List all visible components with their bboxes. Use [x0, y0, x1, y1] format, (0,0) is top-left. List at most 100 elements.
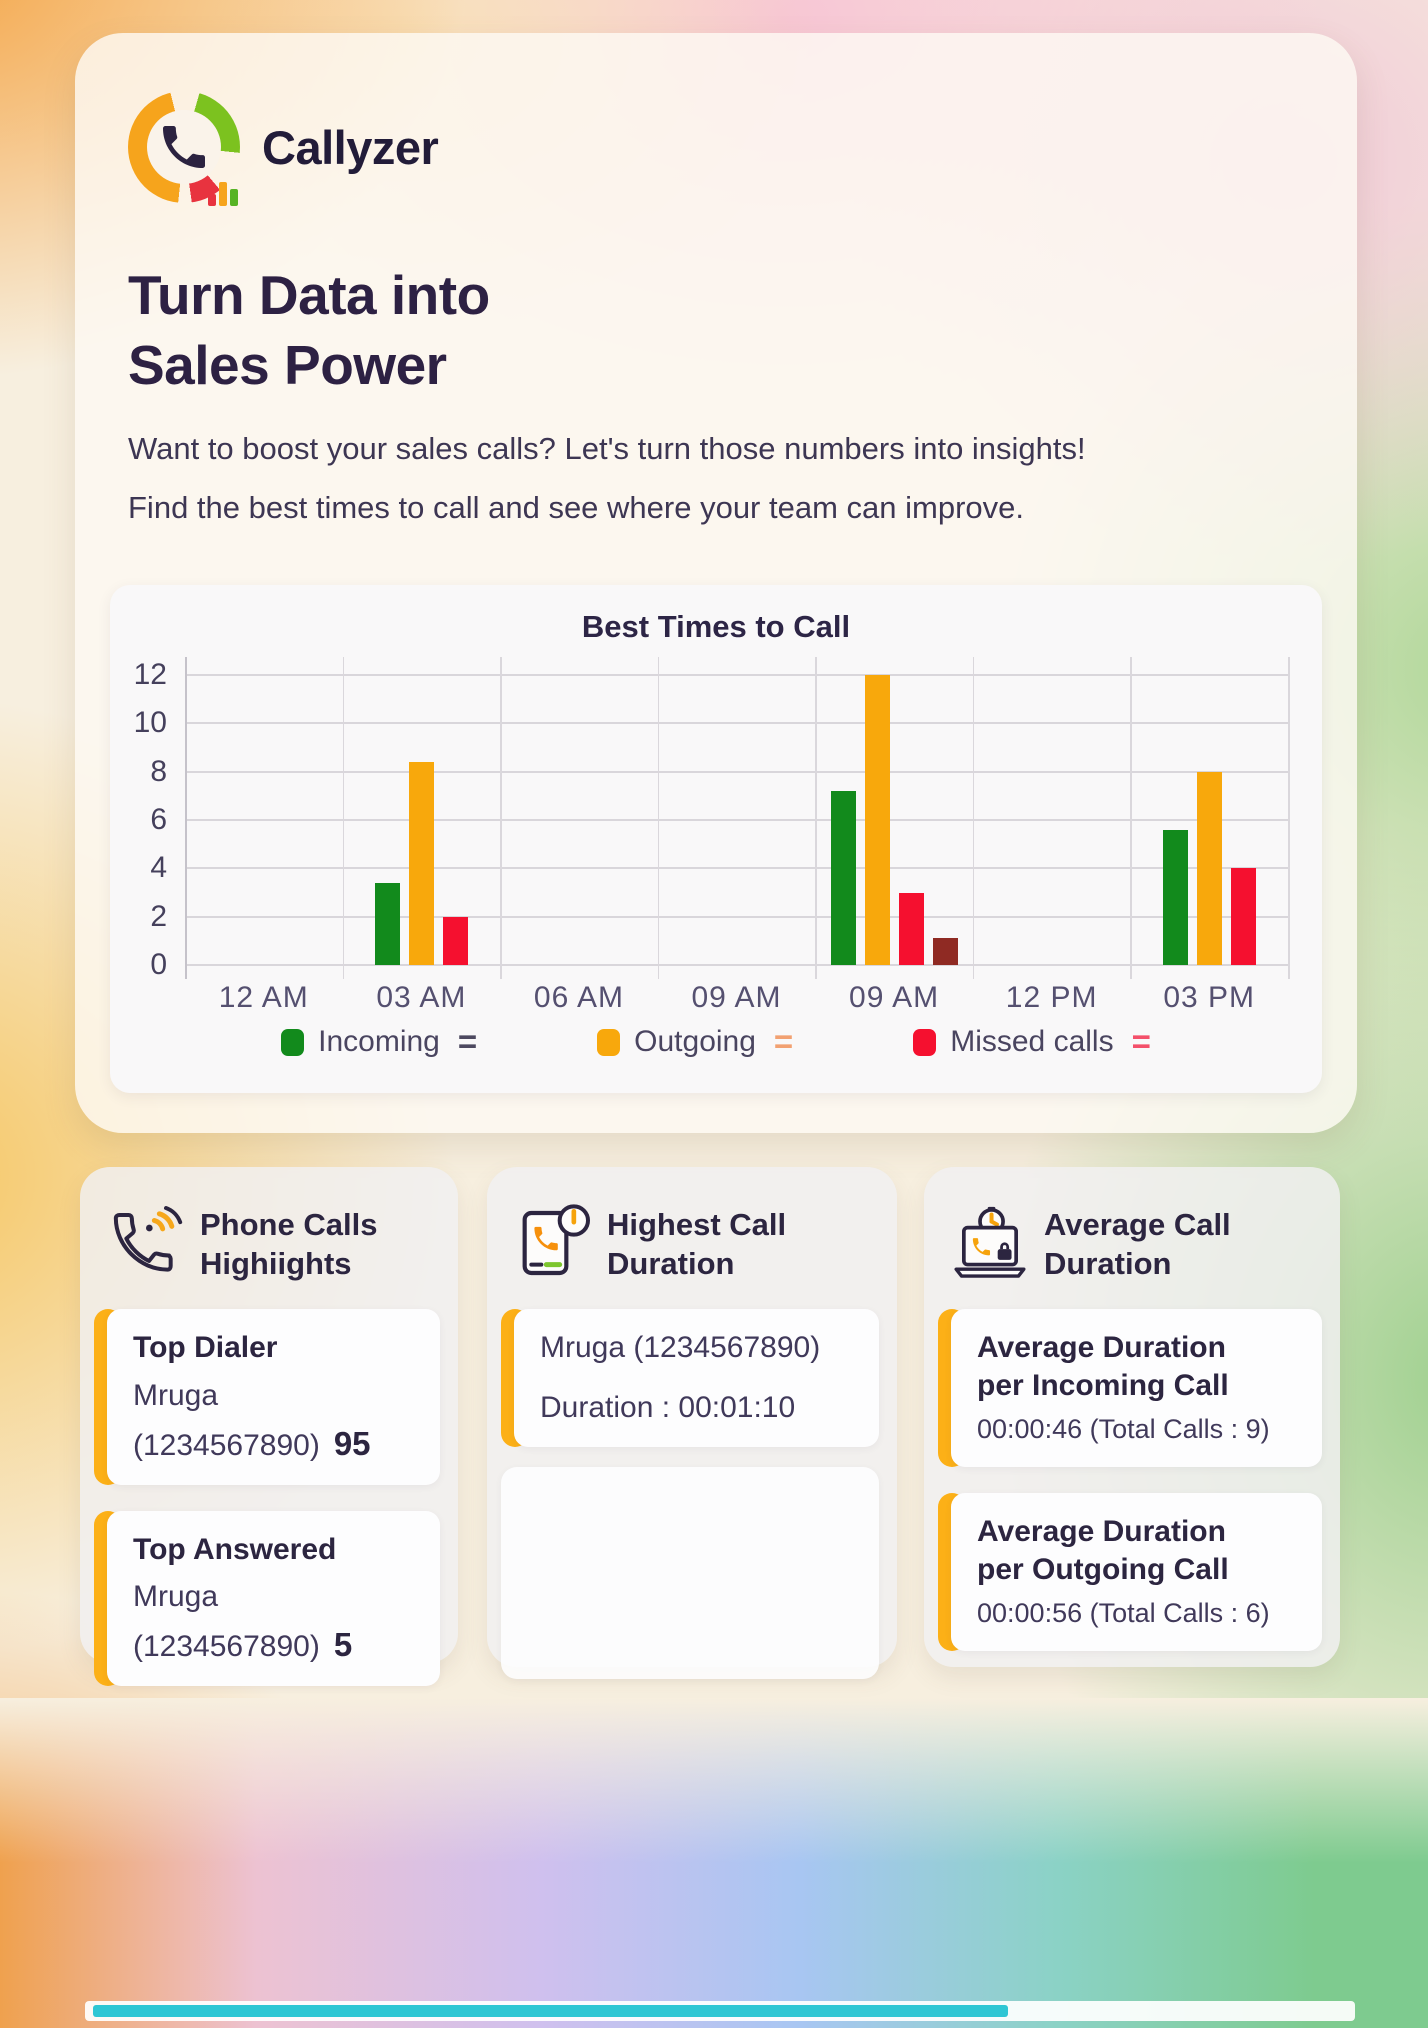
y-tick-label: 10: [133, 706, 167, 740]
phone-handset-icon: [163, 126, 205, 168]
logo-wordmark: Callyzer: [262, 120, 439, 174]
x-tick-label: 03 AM: [376, 981, 467, 1014]
bar-missed-calls: [442, 916, 468, 965]
logo-ring-icon: [128, 91, 240, 203]
legend-swatch-icon: [281, 1028, 305, 1056]
gridline-vertical: [185, 657, 187, 979]
gridline-vertical: [500, 657, 502, 979]
stat-duration: Duration : 00:01:10: [540, 1391, 796, 1425]
legend-label: Outgoing: [634, 1025, 756, 1058]
gridline-vertical: [972, 657, 975, 979]
stat-top-answered: Top Answered Mruga (1234567890) 5: [94, 1510, 440, 1687]
card-header: Average Call Duration: [924, 1167, 1340, 1283]
bottom-progress-strip: [85, 2001, 1355, 2021]
y-tick-label: 8: [150, 754, 167, 788]
bar-group: [658, 675, 816, 965]
best-times-chart-card: Best Times to Call 0 2 4 6 8 10 12 12 AM 03 AM 06…: [110, 585, 1322, 1093]
bar-outgoing: [408, 762, 434, 965]
card-title: Phone Calls Highiights: [200, 1207, 378, 1282]
x-tick-label: 12 PM: [1005, 981, 1098, 1014]
bar-group: [343, 675, 501, 965]
bar-group: [185, 675, 343, 965]
background-gradient-band: [0, 1698, 1428, 2028]
gridline-vertical: [815, 657, 817, 979]
logo-mini-bars-icon: [208, 182, 238, 206]
gridline-horizontal: [185, 770, 1288, 773]
card-title: Highest Call Duration: [607, 1207, 787, 1282]
chart-legend: Incoming = Outgoing = Missed calls =: [110, 1023, 1322, 1061]
callyzer-logo-icon: [128, 91, 240, 206]
y-tick-label: 12: [133, 658, 167, 691]
y-tick-label: 0: [150, 948, 167, 981]
stat-highest-duration: Mruga (1234567890) Duration : 00:01:10: [501, 1309, 879, 1448]
chart-title: Best Times to Call: [581, 609, 851, 644]
bar-missed-calls: [1230, 868, 1256, 965]
gridline-horizontal: [185, 674, 1288, 676]
card-header: Highest Call Duration: [487, 1167, 897, 1283]
logo: Callyzer: [128, 91, 439, 206]
stat-top-dialer: Top Dialer Mruga (1234567890) 95: [94, 1309, 440, 1485]
equals-icon: =: [773, 1023, 794, 1060]
stat-name: Mruga: [133, 1580, 219, 1614]
stat-value-line: 00:00:46 (Total Calls : 9): [977, 1414, 1270, 1445]
gridline-horizontal: [185, 964, 1288, 966]
intro-line-2: Find the best times to call and see wher…: [128, 490, 1024, 525]
legend-label: Missed calls: [950, 1025, 1114, 1058]
stat-phone-number: (1234567890): [133, 1630, 320, 1664]
intro-line-1: Want to boost your sales calls? Let's tu…: [128, 431, 1086, 466]
legend-item: Incoming =: [281, 1023, 477, 1061]
laptop-stopwatch-icon: [954, 1206, 1026, 1278]
bar-group: [973, 675, 1131, 965]
gridline-horizontal: [185, 819, 1288, 821]
stat-number-row: (1234567890) 95: [133, 1425, 420, 1463]
equals-icon: =: [1131, 1023, 1151, 1060]
bar-group: [815, 675, 973, 965]
stat-value: 95: [333, 1424, 371, 1462]
stat-caller: Mruga (1234567890): [540, 1331, 821, 1365]
bar-group: [1130, 675, 1288, 965]
stat-title: Average Duration per Incoming Call: [977, 1331, 1229, 1402]
empty-placeholder-card: [501, 1467, 879, 1680]
bar-incoming: [830, 791, 856, 965]
bar-group: [500, 675, 658, 965]
bar-incoming: [1162, 829, 1188, 965]
y-tick-label: 6: [150, 803, 167, 836]
y-tick-label: 2: [150, 899, 167, 933]
gridline-vertical: [1130, 657, 1132, 979]
legend-item: Missed calls =: [913, 1023, 1151, 1061]
gridline-vertical: [1288, 657, 1290, 979]
bar-outgoing: [864, 675, 890, 965]
stat-title: Top Dialer: [133, 1331, 278, 1365]
equals-icon: =: [457, 1023, 478, 1060]
stat-name: Mruga: [133, 1378, 219, 1412]
stat-avg-incoming: Average Duration per Incoming Call 00:00…: [938, 1309, 1322, 1468]
stat-avg-outgoing: Average Duration per Outgoing Call 00:00…: [938, 1493, 1322, 1652]
stat-value: 5: [333, 1626, 353, 1664]
stat-title: Average Duration per Outgoing Call: [977, 1515, 1229, 1586]
bar-unlabeled-dark-red: [932, 938, 958, 965]
legend-item: Outgoing =: [597, 1023, 793, 1061]
legend-swatch-icon: [597, 1028, 621, 1056]
phone-waves-icon: [113, 1206, 183, 1272]
stat-title: Top Answered: [133, 1532, 337, 1566]
bar-incoming: [374, 882, 400, 965]
highest-call-duration-card: Highest Call Duration Mruga (1234567890)…: [487, 1167, 897, 1680]
page-title: Turn Data into Sales Power: [128, 264, 490, 396]
average-call-duration-card: Average Call Duration Average Duration p…: [924, 1167, 1340, 1667]
x-tick-label: 09 AM: [691, 981, 782, 1014]
x-tick-label: 06 AM: [533, 981, 624, 1014]
stat-number-row: (1234567890) 5: [133, 1626, 420, 1664]
phone-calls-highlights-card: Phone Calls Highiights Top Dialer Mruga …: [80, 1167, 458, 1687]
stat-value-line: 00:00:56 (Total Calls : 6): [977, 1598, 1270, 1629]
x-tick-label: 09 AM: [849, 981, 940, 1014]
phone-clock-icon: [522, 1204, 590, 1276]
bar-missed-calls: [898, 892, 924, 965]
main-panel: Callyzer Turn Data into Sales Power Want…: [75, 33, 1357, 1133]
card-header: Phone Calls Highiights: [80, 1167, 458, 1283]
stat-phone-number: (1234567890): [133, 1428, 320, 1462]
gridline-vertical: [342, 657, 345, 979]
gridline-vertical: [657, 657, 660, 979]
bar-outgoing: [1196, 771, 1222, 965]
gridline-horizontal: [185, 915, 1288, 918]
